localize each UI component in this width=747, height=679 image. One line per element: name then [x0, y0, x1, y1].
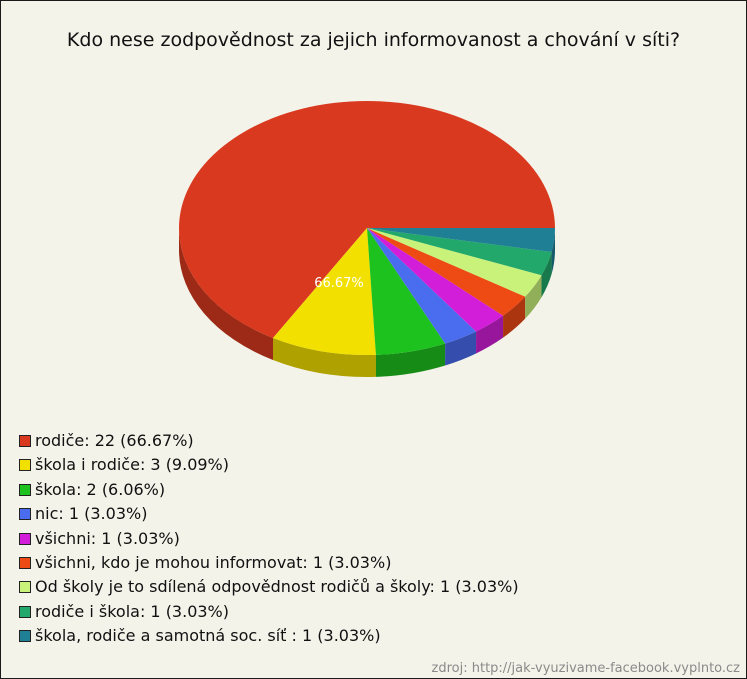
pie-slice-1 — [273, 228, 376, 355]
pie-side-4 — [476, 315, 504, 354]
legend-label: rodiče: 22 (66.67%) — [35, 431, 194, 450]
data-label-0: 66.67% — [314, 276, 364, 291]
legend-label: škola, rodiče a samotná soc. síť : 1 (3.… — [35, 626, 381, 646]
legend-label: Od školy je to sdílená odpovědnost rodič… — [35, 577, 519, 597]
legend-item: rodiče i škola: 1 (3.03%) — [19, 600, 519, 624]
legend-item: Od školy je to sdílená odpovědnost rodič… — [19, 575, 519, 599]
pie-slice-5 — [367, 228, 526, 316]
legend-label: nic: 1 (3.03%) — [35, 504, 148, 524]
source-note: zdroj: http://jak-vyuzivame-facebook.vyp… — [431, 661, 740, 676]
pie-side-8 — [551, 228, 555, 275]
legend-swatch — [19, 556, 31, 569]
legend-swatch — [19, 459, 31, 472]
pie-side-3 — [445, 331, 477, 366]
pie-side-5 — [503, 296, 526, 338]
legend-label: všichni: 1 (3.03%) — [35, 528, 180, 548]
legend-item: všichni: 1 (3.03%) — [19, 527, 519, 551]
legend-swatch — [19, 435, 31, 447]
legend-item: škola, rodiče a samotná soc. síť : 1 (3.… — [19, 624, 519, 648]
legend-swatch — [19, 508, 31, 521]
pie-side-6 — [525, 275, 542, 319]
legend-swatch — [19, 630, 31, 643]
pie-chart: 66.67% — [178, 100, 555, 377]
chart-title: Kdo nese zodpovědnost za jejich informov… — [66, 29, 681, 51]
legend-label: škola: 2 (6.06%) — [35, 479, 166, 499]
legend-label: všichni, kdo je mohou informovat: 1 (3.0… — [35, 552, 392, 572]
legend-item: nic: 1 (3.03%) — [19, 502, 519, 526]
legend-swatch — [19, 581, 31, 594]
pie-depth — [179, 228, 555, 377]
legend-item: všichni, kdo je mohou informovat: 1 (3.0… — [19, 551, 519, 575]
legend-swatch — [19, 532, 31, 545]
legend: rodiče: 22 (66.67%) škola i rodiče: 3 (9.… — [19, 429, 519, 649]
pie-slice-4 — [367, 228, 504, 332]
legend-label: rodiče i škola: 1 (3.03%) — [35, 601, 229, 621]
pie-slice-2 — [367, 228, 446, 355]
pie-side-0 — [179, 228, 273, 360]
pie-side-7 — [541, 252, 552, 298]
legend-item: škola i rodiče: 3 (9.09%) — [19, 453, 519, 477]
pie-slice-7 — [367, 228, 552, 276]
pie-side-2 — [375, 343, 446, 377]
pie-slice-3 — [367, 228, 477, 344]
pie-slice-0 — [178, 100, 555, 338]
legend-swatch — [19, 605, 31, 618]
pie-slice-8 — [367, 228, 555, 253]
pie-slice-6 — [367, 228, 542, 297]
legend-swatch — [19, 483, 31, 496]
pie-side-1 — [273, 337, 376, 377]
legend-item: škola: 2 (6.06%) — [19, 478, 519, 502]
legend-label: škola i rodiče: 3 (9.09%) — [35, 455, 229, 475]
legend-item: rodiče: 22 (66.67%) — [19, 429, 519, 453]
